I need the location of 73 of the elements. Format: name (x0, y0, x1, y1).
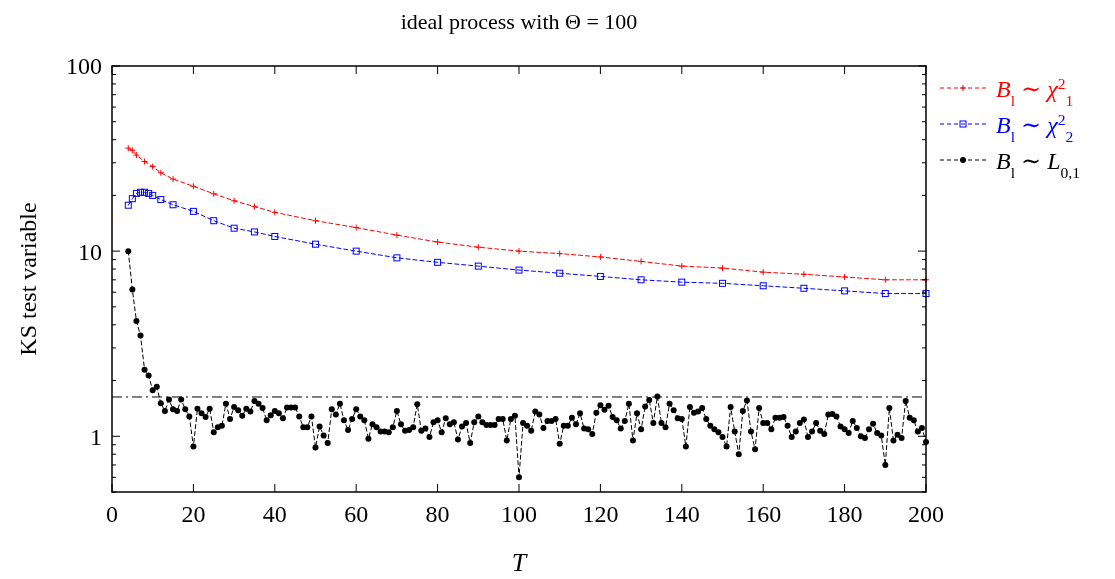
x-tick-label: 120 (582, 501, 619, 527)
point (841, 273, 849, 281)
point (596, 272, 604, 280)
x-tick-label: 180 (826, 501, 863, 527)
point (556, 250, 564, 258)
point (157, 169, 165, 177)
point (352, 224, 360, 232)
point (141, 188, 149, 196)
point (678, 262, 686, 270)
point (312, 240, 319, 248)
x-tick-label: 20 (181, 501, 206, 527)
point (800, 284, 808, 292)
point (596, 253, 604, 261)
point (124, 201, 132, 209)
y-axis-title: KS test variable (15, 202, 41, 356)
point (719, 279, 726, 287)
point (132, 189, 140, 197)
point (759, 268, 767, 276)
point (169, 175, 177, 183)
point (759, 282, 767, 290)
point (515, 266, 523, 274)
x-tick-label: 200 (908, 501, 944, 527)
point (149, 163, 157, 171)
point (271, 232, 279, 240)
point (841, 287, 849, 295)
x-tick-label: 140 (663, 501, 700, 527)
point (169, 201, 177, 209)
point (637, 276, 645, 284)
point (474, 243, 482, 251)
point (637, 257, 645, 265)
point (189, 207, 197, 215)
legend-label: B$_{l}$ ∼ L$_{0,1}$ (996, 148, 1080, 181)
x-tick-label: 80 (425, 501, 450, 527)
point (250, 228, 258, 236)
point (149, 191, 157, 199)
point (474, 262, 482, 270)
x-axis-title: T (511, 548, 528, 577)
point (210, 190, 218, 198)
point (393, 254, 401, 262)
point (145, 189, 153, 197)
point (124, 144, 132, 152)
y-tick-label: 100 (66, 53, 102, 80)
point (515, 247, 523, 255)
point (230, 197, 238, 205)
point (136, 188, 144, 196)
point (881, 290, 889, 298)
point (800, 270, 808, 278)
point (881, 276, 889, 284)
point (719, 264, 726, 272)
point (230, 224, 238, 232)
x-tick-label: 0 (106, 501, 118, 527)
x-tick-label: 40 (262, 501, 287, 527)
y-tick-label: 1 (90, 423, 102, 450)
point (352, 247, 360, 255)
point (250, 203, 258, 211)
x-tick-label: 100 (501, 501, 537, 527)
point (210, 217, 218, 225)
x-tick-label: 160 (745, 501, 782, 527)
point (271, 208, 279, 216)
point (312, 217, 319, 225)
point (157, 196, 165, 204)
chart-title: ideal process with Θ = 100 (400, 9, 638, 34)
y-tick-label: 10 (78, 238, 102, 265)
point (556, 269, 564, 277)
point (678, 278, 686, 286)
point (922, 290, 930, 298)
point (141, 157, 149, 165)
point (128, 195, 136, 203)
point (434, 238, 442, 246)
point (189, 182, 197, 190)
point (434, 258, 442, 266)
point (393, 231, 401, 239)
x-tick-label: 60 (344, 501, 369, 527)
